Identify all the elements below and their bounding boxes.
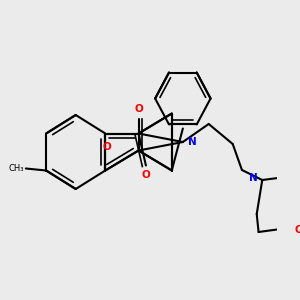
Text: N: N xyxy=(249,173,257,183)
Text: N: N xyxy=(188,137,197,147)
Text: O: O xyxy=(134,104,143,115)
Text: O: O xyxy=(142,169,150,179)
Text: O: O xyxy=(295,225,300,235)
Text: CH₃: CH₃ xyxy=(8,164,24,173)
Text: O: O xyxy=(103,142,112,152)
